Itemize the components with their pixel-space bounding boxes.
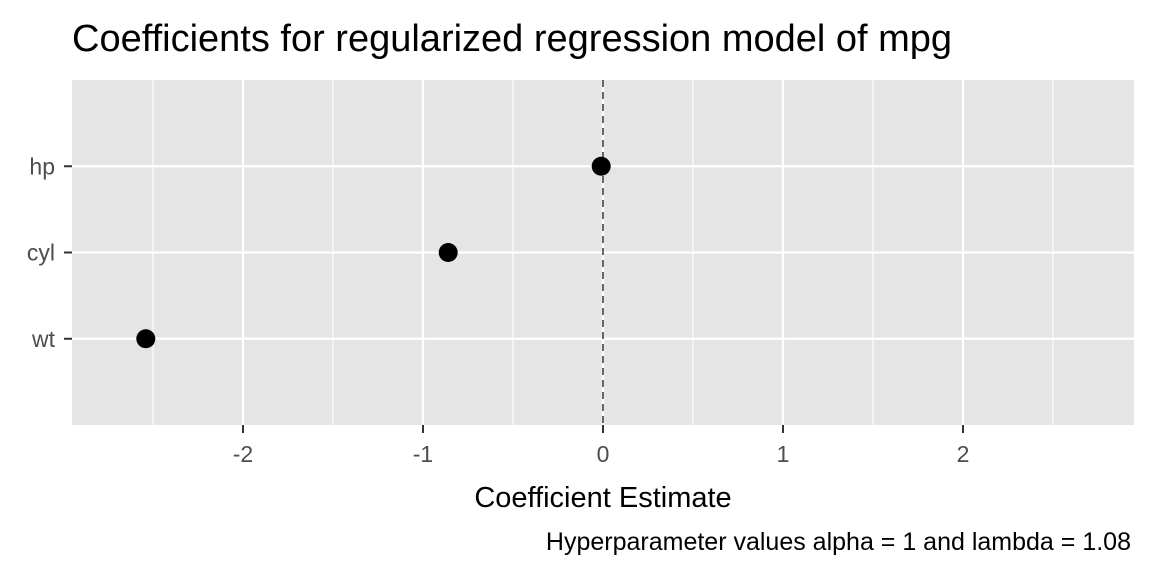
x-axis-title: Coefficient Estimate (474, 482, 731, 514)
x-tick-label: -2 (233, 441, 253, 467)
x-axis: -2 -1 0 1 2 (233, 425, 970, 467)
y-axis: wt cyl hp (27, 153, 72, 352)
coefficient-points (136, 156, 611, 349)
x-tick-label: 2 (957, 441, 970, 467)
chart-title: Coefficients for regularized regression … (72, 18, 952, 60)
x-tick-label: 0 (597, 441, 610, 467)
x-tick-label: 1 (777, 441, 790, 467)
y-tick-label: hp (29, 153, 55, 179)
point-cyl (438, 243, 458, 262)
point-hp (591, 156, 611, 176)
point-wt (136, 329, 156, 349)
y-tick-label: wt (31, 326, 56, 352)
x-tick-label: -1 (413, 441, 433, 467)
y-tick-label: cyl (27, 240, 55, 266)
chart-caption: Hyperparameter values alpha = 1 and lamb… (546, 528, 1131, 556)
